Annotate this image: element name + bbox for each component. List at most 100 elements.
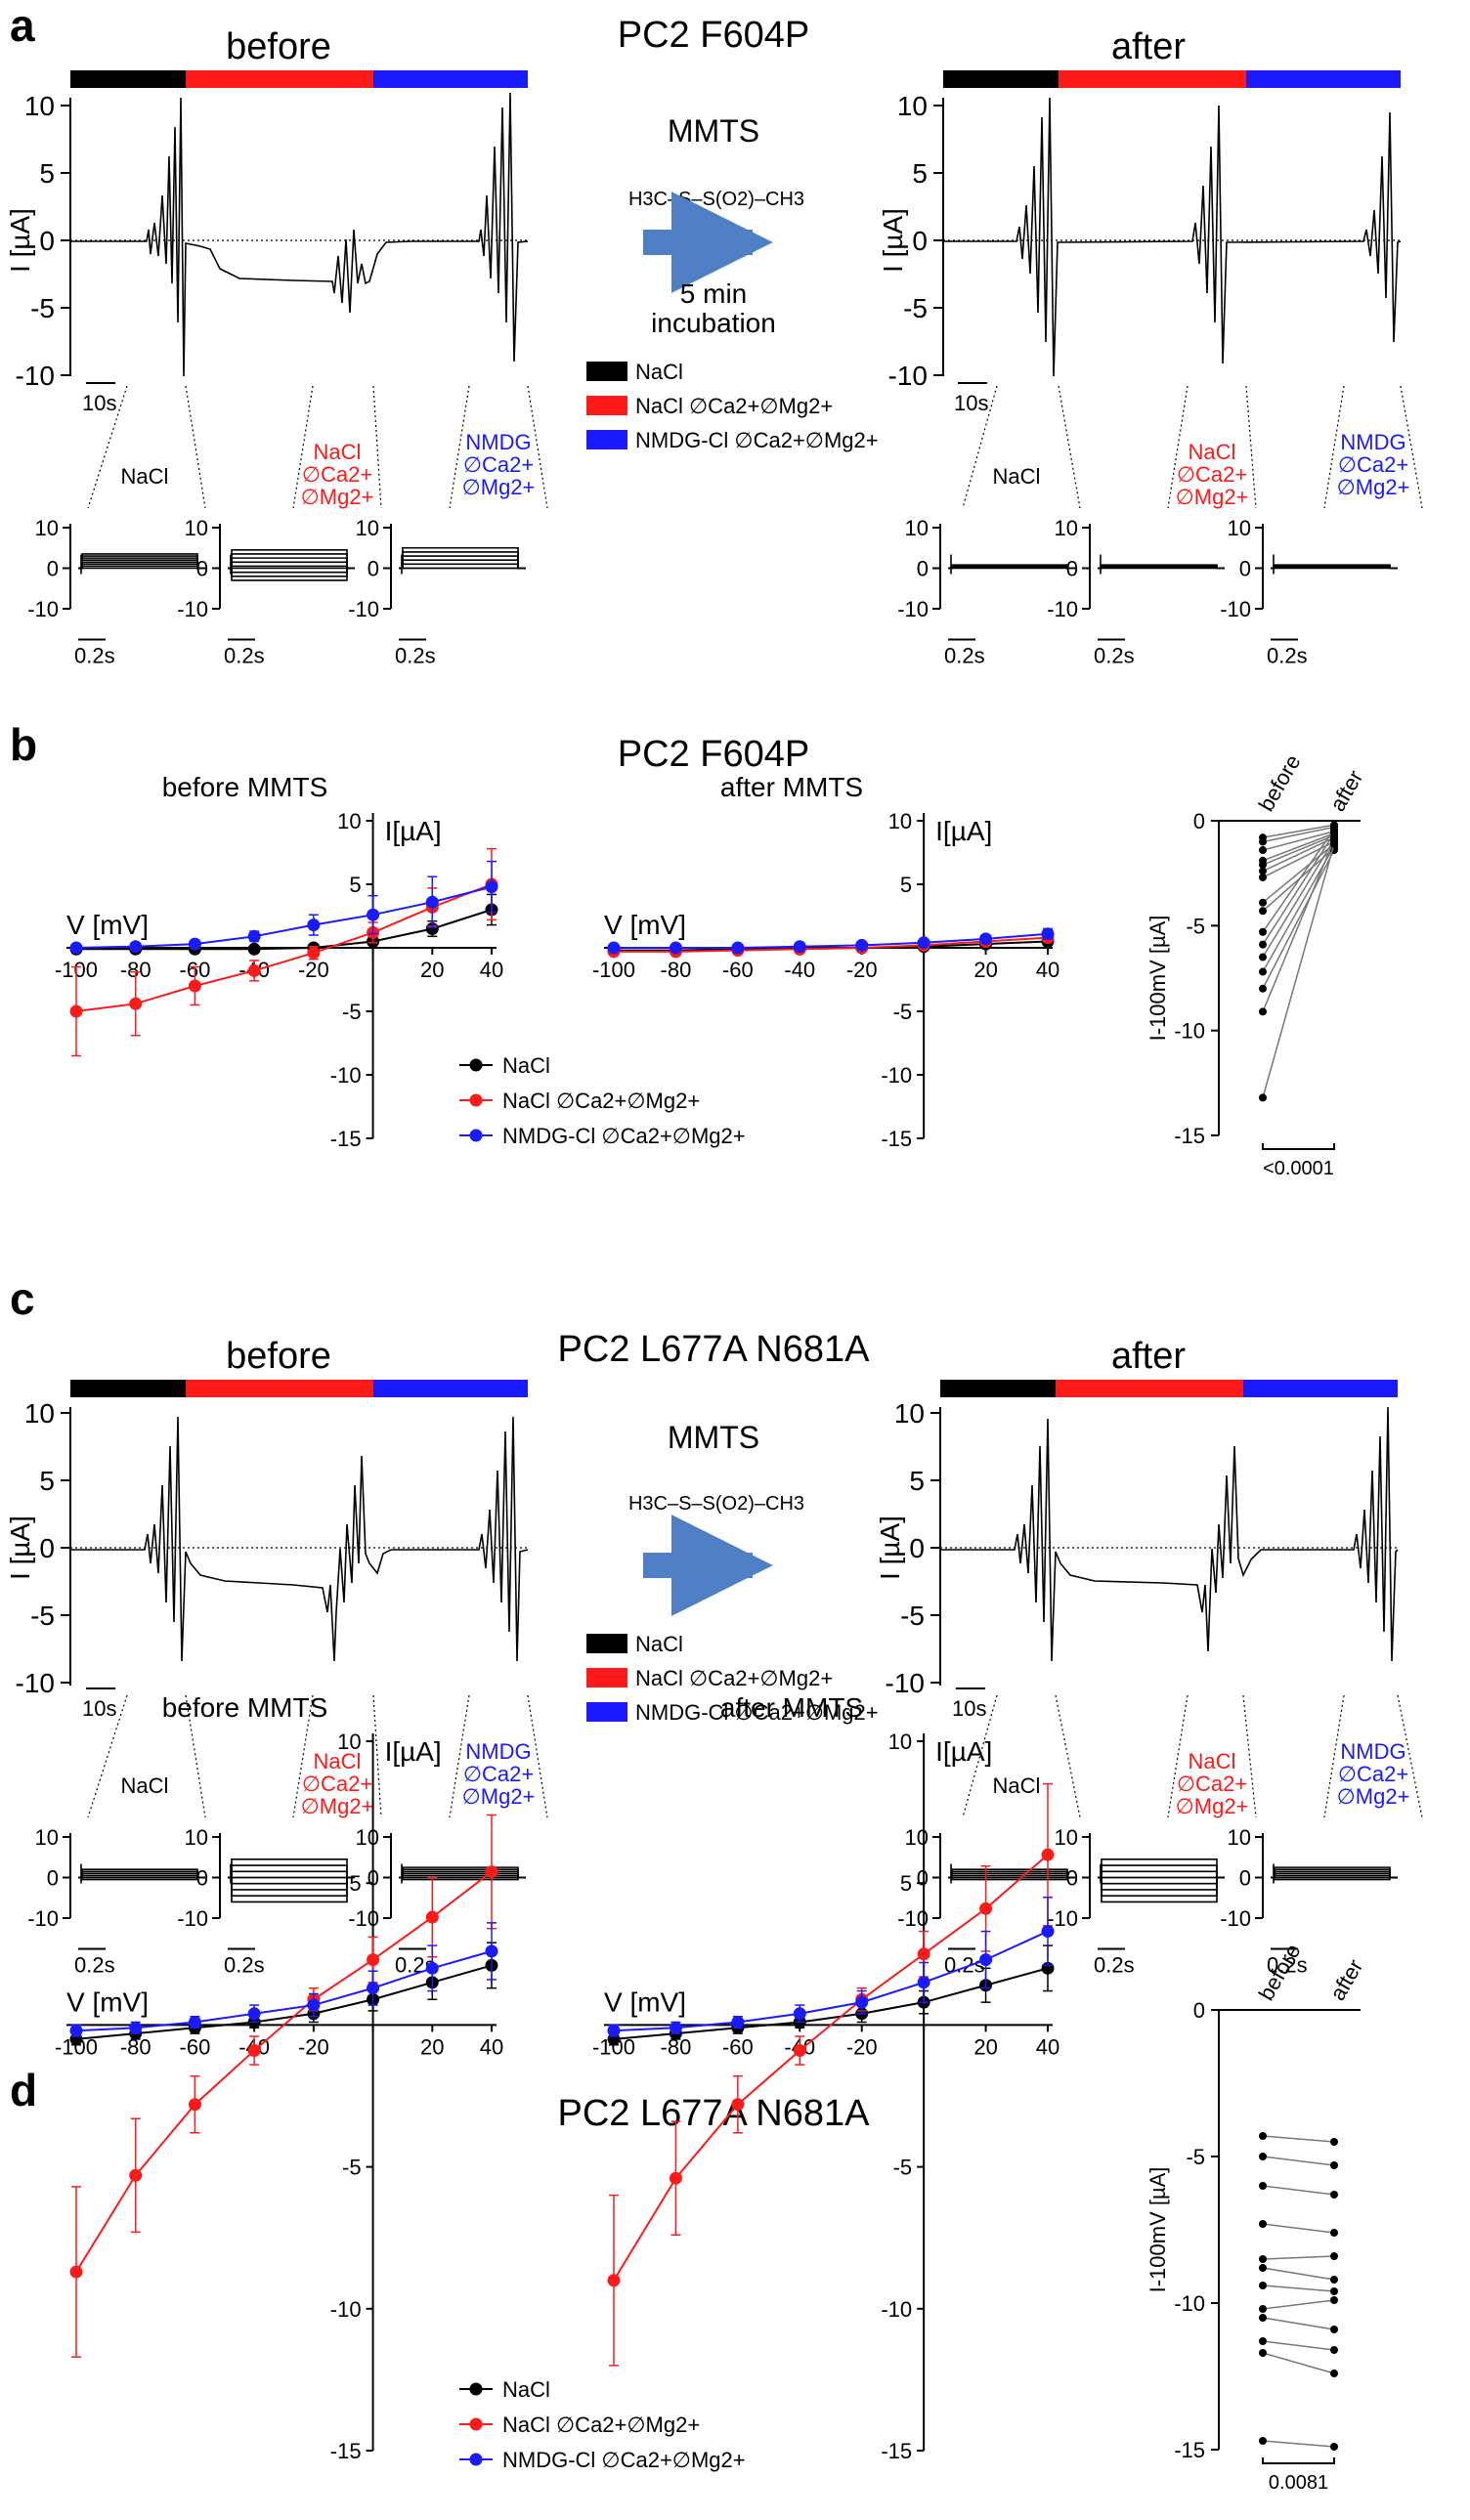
panel-label-c: c (10, 1273, 35, 1324)
bar-nmdg (1243, 1380, 1398, 1397)
bar-nacl (943, 70, 1059, 88)
x-tick-label: 20 (973, 2034, 997, 2059)
chart-title: after MMTS (720, 1692, 863, 1723)
y-tick-label: -5 (1186, 2145, 1205, 2169)
legend-label: NaCl ∅Ca2+∅Mg2+ (502, 1089, 700, 1113)
inset-plot: 10 0 -10 0.2s (1047, 1825, 1225, 1978)
data-point (731, 941, 745, 955)
data-point (129, 2021, 143, 2034)
data-point (1041, 927, 1055, 941)
y-tick-label: -5 (342, 2156, 362, 2180)
category-label: after (1325, 1955, 1368, 2005)
data-point (485, 1944, 498, 1958)
data-point (1259, 2153, 1267, 2160)
x-axis-label: V [mV] (66, 1986, 149, 2017)
title-d: PC2 L677A N681A (557, 2093, 870, 2134)
y-tick-label: -15 (1174, 1124, 1205, 1148)
bar-nmdg (1246, 70, 1401, 88)
bar-nacl-free (1059, 70, 1246, 88)
data-point (247, 942, 261, 956)
y-tick-label: 0 (1193, 809, 1205, 833)
data-point (793, 2007, 806, 2021)
y-tick-label: -15 (330, 1127, 362, 1151)
zoom-nacl-free-1: NaCl (314, 440, 362, 464)
svg-text:0: 0 (196, 557, 208, 581)
y-tick-label: -10 (330, 2297, 362, 2322)
data-point (1259, 927, 1267, 936)
title-c: PC2 L677A N681A (557, 1329, 870, 1370)
data-point (129, 2168, 143, 2182)
panel-label-b: b (10, 719, 37, 770)
data-point (1259, 2220, 1267, 2228)
svg-text:0: 0 (47, 1866, 59, 1891)
significance-bracket (1262, 2457, 1335, 2464)
svg-text:-10: -10 (177, 597, 208, 621)
bar-nacl-free (186, 70, 373, 88)
x-axis-label: V [mV] (604, 1986, 686, 2017)
data-point (1041, 1848, 1055, 1861)
bar-nmdg (373, 70, 528, 88)
zoom-nacl-free-3: ∅Mg2+ (301, 1794, 374, 1818)
legend-label: NaCl (502, 2377, 550, 2402)
y-axis-label: I[µA] (385, 1736, 442, 1767)
svg-text:-5: -5 (903, 293, 928, 323)
data-point (1330, 2252, 1338, 2260)
svg-text:10: 10 (185, 1825, 208, 1850)
y-tick-label: 10 (337, 1730, 361, 1754)
trace-after (943, 97, 1402, 377)
svg-text:10: 10 (24, 1398, 55, 1429)
pair-line (1262, 838, 1335, 958)
legend-marker (469, 1129, 483, 1142)
y-label: I [µA] (878, 208, 908, 273)
data-point (69, 2265, 83, 2279)
svg-text:10: 10 (1055, 516, 1078, 540)
zoom-nmdg-2: ∅Ca2+ (1338, 1762, 1408, 1786)
data-point (307, 918, 321, 932)
y-tick-label: -10 (330, 1063, 362, 1088)
svg-text:10: 10 (1228, 1825, 1251, 1850)
bar-nacl (940, 1380, 1056, 1397)
svg-text:10: 10 (894, 1398, 925, 1429)
y-tick-label: -5 (1186, 914, 1205, 938)
svg-text:10: 10 (897, 91, 928, 121)
data-point (69, 2024, 83, 2037)
svg-text:-10: -10 (27, 1906, 59, 1931)
pair-line (1262, 2285, 1335, 2292)
pair-line (1262, 2440, 1335, 2448)
y-axis-label: I[µA] (385, 816, 442, 846)
pair-line (1262, 2223, 1335, 2234)
iv-chart: before MMTS-100-80-60-40-202040105-5-10-… (55, 1692, 503, 2463)
svg-text:-10: -10 (16, 1668, 55, 1698)
y-label: I [µA] (5, 208, 35, 273)
scale-label: 10s (954, 391, 988, 415)
data-point (1259, 873, 1267, 881)
data-point (188, 2098, 201, 2112)
pair-line (1262, 839, 1335, 1012)
inset-plot: 10 0 -10 0.2s (348, 516, 526, 668)
y-axis-label: I-100mV [µA] (1146, 2167, 1170, 2293)
pair-line (1262, 2317, 1335, 2330)
panel-label-d: d (10, 2065, 37, 2115)
svg-text:-5: -5 (900, 1601, 925, 1631)
data-point (485, 880, 498, 894)
data-point (1330, 2191, 1338, 2199)
pair-line (1262, 2255, 1335, 2260)
iv-legend: NaCl NaCl ∅Ca2+∅Mg2+ NMDG-Cl ∅Ca2+∅Mg2+ (459, 1053, 746, 1148)
pair-line (1262, 836, 1335, 873)
series-line (75, 1870, 493, 2273)
data-point (1330, 2370, 1338, 2377)
legend-marker (469, 1058, 483, 1072)
zoom-nmdg-2: ∅Ca2+ (1338, 452, 1408, 477)
data-point (1330, 2287, 1338, 2295)
data-point (607, 2024, 621, 2037)
incubation-1: 5 min (680, 278, 747, 309)
zoom-nacl-free-1: NaCl (1189, 1749, 1236, 1773)
svg-text:-10: -10 (1220, 597, 1251, 621)
y-tick-label: -15 (1174, 2438, 1205, 2462)
svg-text:0: 0 (1066, 557, 1078, 581)
data-point (247, 963, 261, 977)
svg-text:-10: -10 (348, 597, 379, 621)
svg-text:10: 10 (1055, 1825, 1078, 1850)
data-point (1259, 907, 1267, 916)
data-point (1259, 2182, 1267, 2190)
